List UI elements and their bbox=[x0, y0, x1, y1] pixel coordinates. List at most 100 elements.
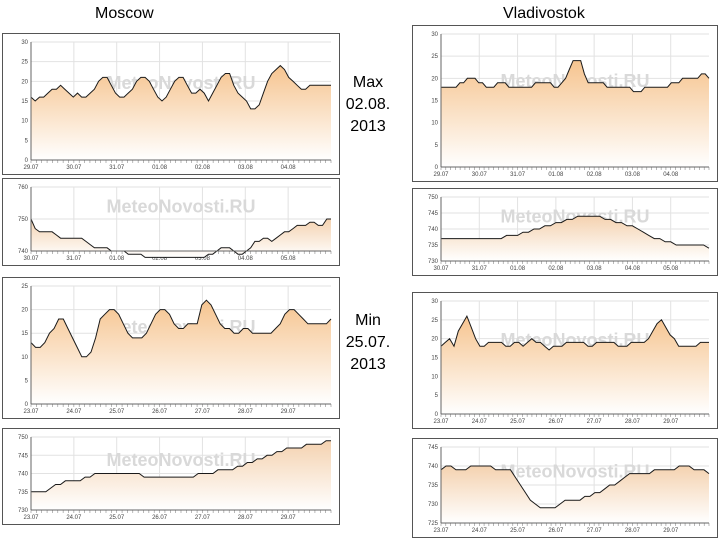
x-tick-label: 24.07 bbox=[472, 528, 488, 534]
max-word: Max bbox=[352, 74, 384, 91]
max-date: 02.08. bbox=[345, 96, 391, 113]
y-tick-label: 5 bbox=[435, 143, 439, 149]
x-tick-label: 29.07 bbox=[433, 172, 449, 178]
vladivostok-min-temp-chart: 0 5 10 15 20 25 30 23.07 24.07 25.07 26.07 27.07 28.… bbox=[412, 292, 718, 429]
y-tick-label: 740 bbox=[18, 249, 29, 255]
series-line bbox=[30, 64, 331, 110]
series-area bbox=[441, 216, 709, 261]
y-tick-label: 730 bbox=[428, 502, 439, 508]
chart-svg: 0 5 10 15 20 25 23.07 24.07 25.07 26.07 27.07 28.07… bbox=[21, 284, 332, 415]
series-line bbox=[440, 465, 710, 509]
moscow-title: Moscow bbox=[95, 5, 154, 22]
watermark: MeteoNovosti.RU bbox=[106, 450, 255, 470]
series-area bbox=[31, 440, 331, 510]
y-tick-label: 30 bbox=[21, 40, 28, 46]
x-tick-label: 26.07 bbox=[152, 515, 168, 521]
vladivostok-title: Vladivostok bbox=[503, 5, 585, 22]
x-tick-label: 05.08 bbox=[281, 256, 297, 262]
x-tick-label: 03.08 bbox=[587, 266, 603, 272]
x-tick-label: 27.07 bbox=[587, 528, 603, 534]
y-tick-label: 730 bbox=[428, 259, 439, 265]
y-tick-label: 20 bbox=[21, 308, 28, 314]
y-tick-label: 10 bbox=[21, 355, 28, 361]
x-tick-label: 31.07 bbox=[66, 256, 82, 262]
x-tick-label: 28.07 bbox=[238, 515, 254, 521]
x-tick-label: 23.07 bbox=[433, 419, 449, 425]
y-tick-label: 0 bbox=[435, 412, 439, 418]
x-tick-label: 28.07 bbox=[238, 409, 254, 415]
y-tick-label: 25 bbox=[431, 318, 438, 324]
series-area bbox=[31, 300, 331, 404]
max-year: 2013 bbox=[350, 118, 386, 135]
series-line bbox=[441, 60, 710, 93]
y-tick-label: 735 bbox=[428, 483, 439, 489]
y-tick-label: 5 bbox=[25, 138, 29, 144]
y-tick-label: 5 bbox=[435, 393, 439, 399]
y-tick-label: 730 bbox=[18, 508, 29, 514]
x-tick-label: 01.08 bbox=[152, 165, 168, 171]
min-date: 25.07. bbox=[345, 334, 391, 351]
x-tick-label: 04.08 bbox=[663, 172, 679, 178]
moscow-max-pressure-chart: 740 750 760 30.07 31.07 01.08 02.08 03.08 04.08 0… bbox=[2, 178, 340, 266]
watermark: MeteoNovosti.RU bbox=[106, 197, 255, 217]
min-date-label: Min 25.07. 2013 bbox=[330, 310, 406, 376]
y-tick-label: 740 bbox=[428, 464, 439, 470]
y-tick-label: 735 bbox=[428, 243, 439, 249]
x-tick-label: 01.08 bbox=[548, 172, 564, 178]
y-tick-label: 25 bbox=[431, 54, 438, 60]
y-tick-label: 750 bbox=[428, 195, 439, 201]
vladivostok-max-pressure-chart: 730 735 740 745 750 30.07 31.07 01.08 02.08 03.08… bbox=[412, 188, 718, 276]
moscow-min-temp-chart: 0 5 10 15 20 25 23.07 24.07 25.07 26.07 27.07 28.07… bbox=[2, 277, 340, 419]
x-tick-label: 25.07 bbox=[510, 528, 526, 534]
x-tick-label: 31.07 bbox=[472, 266, 488, 272]
series-line bbox=[441, 215, 710, 249]
y-tick-label: 745 bbox=[18, 453, 29, 459]
moscow-max-temp-chart: 0 5 10 15 20 25 30 29.07 30.07 31.07 01.08 02.08 03.… bbox=[2, 33, 340, 175]
y-tick-label: 20 bbox=[431, 76, 438, 82]
max-date-label: Max 02.08. 2013 bbox=[330, 72, 406, 138]
x-tick-label: 26.07 bbox=[152, 409, 168, 415]
chart-svg: 0 5 10 15 20 25 30 29.07 30.07 31.07 01.08 02.08 03.… bbox=[21, 40, 332, 171]
x-tick-label: 29.07 bbox=[281, 515, 297, 521]
y-tick-label: 10 bbox=[21, 119, 28, 125]
series-area bbox=[441, 60, 709, 167]
x-tick-label: 04.08 bbox=[625, 266, 641, 272]
x-tick-label: 31.07 bbox=[510, 172, 526, 178]
y-tick-label: 0 bbox=[25, 158, 29, 164]
y-tick-label: 30 bbox=[431, 299, 438, 305]
chart-svg: 0 5 10 15 20 25 30 23.07 24.07 25.07 26.07 27.07 28.… bbox=[431, 299, 710, 425]
x-tick-label: 03.08 bbox=[195, 256, 211, 262]
x-tick-label: 29.07 bbox=[23, 165, 39, 171]
x-tick-label: 04.08 bbox=[281, 165, 297, 171]
y-tick-label: 5 bbox=[25, 378, 29, 384]
y-tick-label: 0 bbox=[25, 402, 29, 408]
y-tick-label: 10 bbox=[431, 121, 438, 127]
x-tick-label: 02.08 bbox=[195, 165, 211, 171]
y-tick-label: 740 bbox=[18, 472, 29, 478]
x-tick-label: 26.07 bbox=[548, 528, 564, 534]
chart-svg: 730 735 740 745 750 30.07 31.07 01.08 02.08 03.08… bbox=[428, 195, 710, 272]
y-tick-label: 15 bbox=[431, 356, 438, 362]
y-tick-label: 725 bbox=[428, 521, 439, 527]
x-tick-label: 02.08 bbox=[152, 256, 168, 262]
watermark: MeteoNovosti.RU bbox=[500, 461, 649, 481]
y-tick-label: 735 bbox=[18, 490, 29, 496]
x-tick-label: 04.08 bbox=[238, 256, 254, 262]
series-line bbox=[440, 314, 709, 351]
x-tick-label: 30.07 bbox=[23, 256, 39, 262]
y-tick-label: 15 bbox=[21, 331, 28, 337]
series-line bbox=[31, 440, 331, 493]
series-area bbox=[441, 316, 709, 414]
x-tick-label: 26.07 bbox=[548, 419, 564, 425]
chart-svg: 740 750 760 30.07 31.07 01.08 02.08 03.08 04.08 0… bbox=[18, 185, 332, 262]
chart-svg: 0 5 10 15 20 25 30 29.07 30.07 31.07 01.08 02.08 03.… bbox=[431, 32, 710, 178]
x-tick-label: 23.07 bbox=[23, 409, 39, 415]
series-line bbox=[30, 218, 331, 258]
x-tick-label: 27.07 bbox=[195, 409, 211, 415]
series-line bbox=[30, 299, 332, 358]
chart-svg: 725 730 735 740 745 23.07 24.07 25.07 26.07 27.07… bbox=[428, 445, 710, 534]
x-tick-label: 31.07 bbox=[109, 165, 125, 171]
x-tick-label: 30.07 bbox=[472, 172, 488, 178]
y-tick-label: 25 bbox=[21, 60, 28, 66]
x-tick-label: 01.08 bbox=[510, 266, 526, 272]
